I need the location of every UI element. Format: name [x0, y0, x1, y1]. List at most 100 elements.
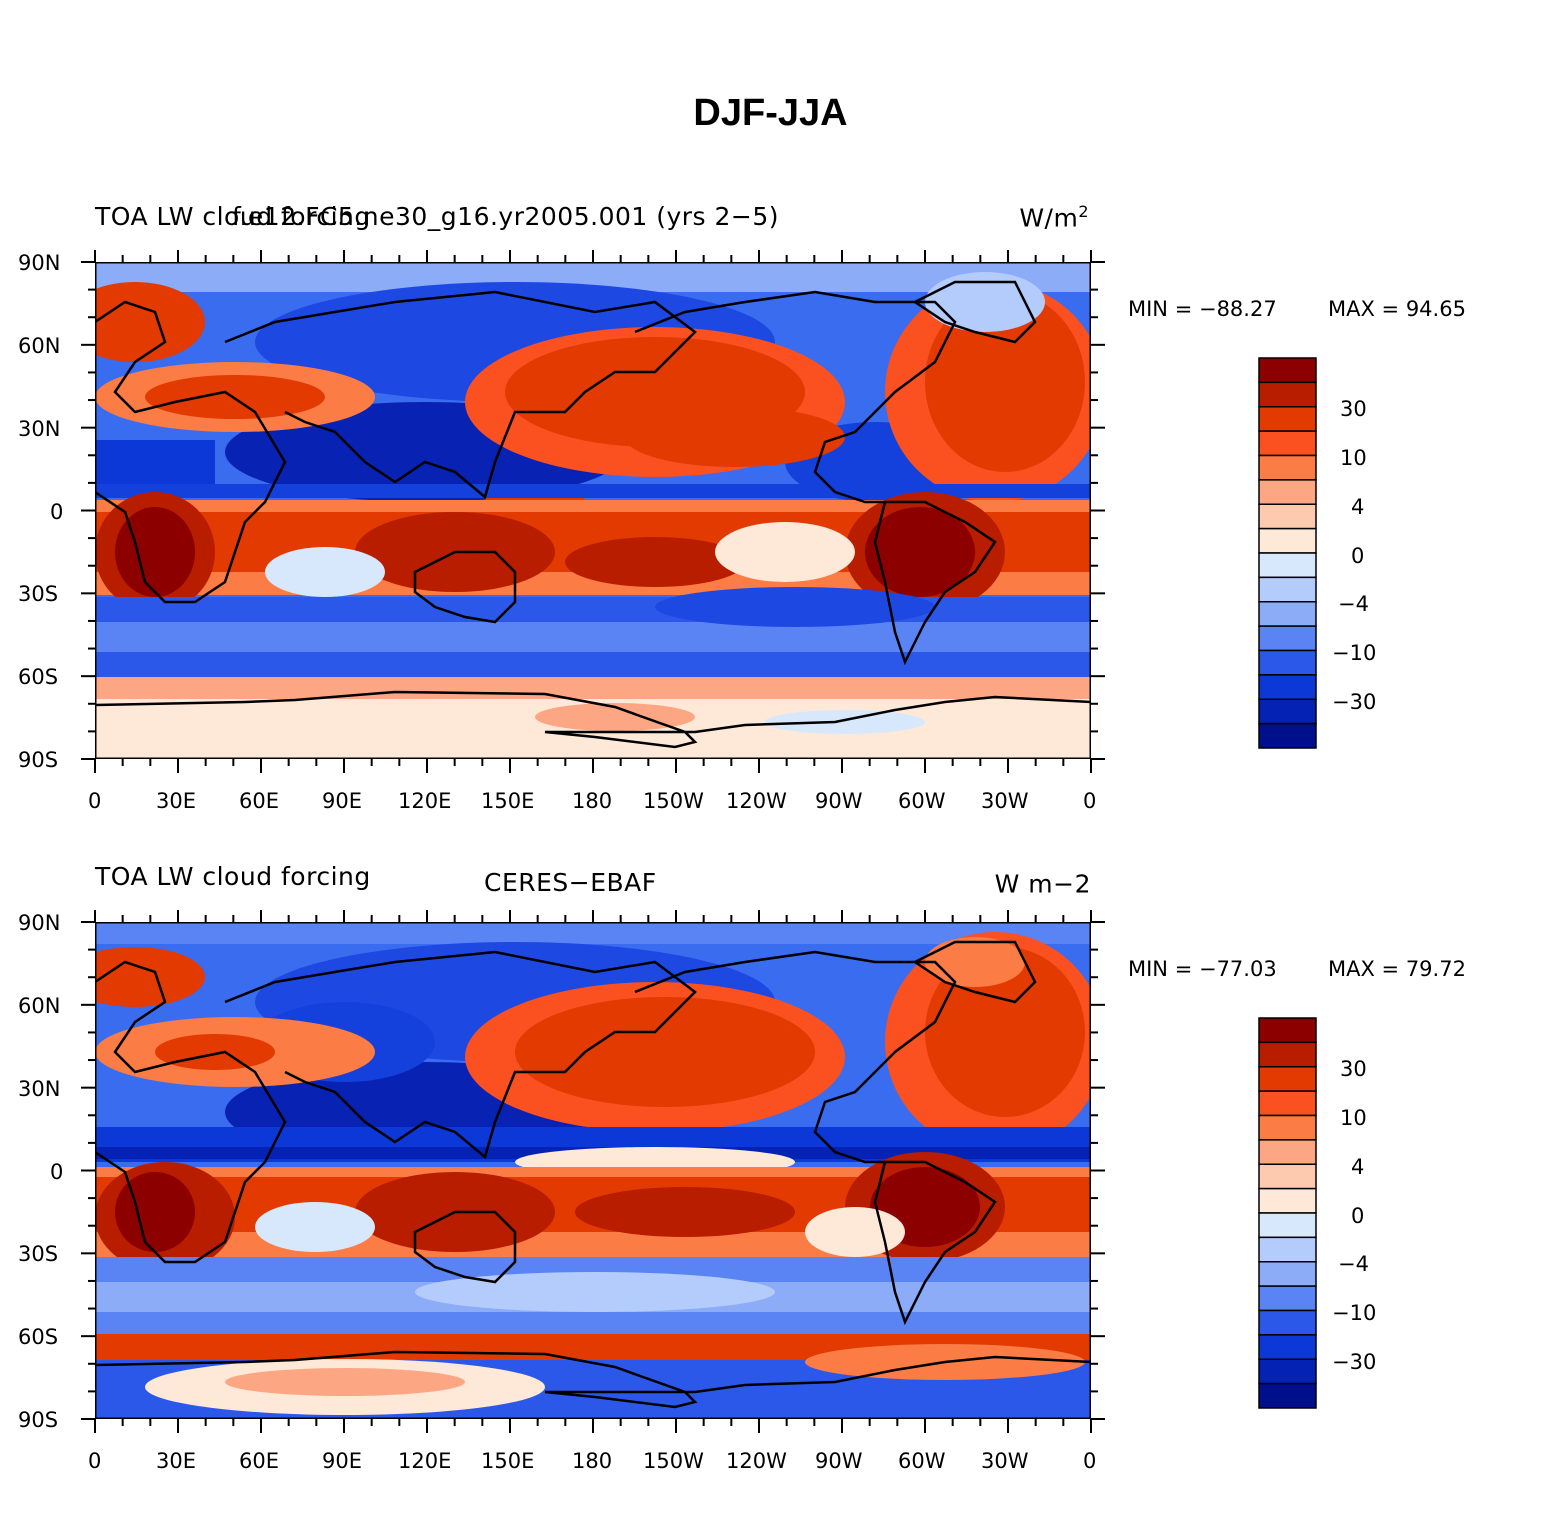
panel2-colorbar-swatch	[1258, 1261, 1317, 1287]
panel2-map	[95, 922, 1091, 1419]
panel1-lat-90s: 90S	[18, 748, 59, 772]
panel1-colorbar-swatch	[1258, 430, 1317, 457]
panel1-cb-label-neg10: −10	[1332, 641, 1376, 665]
panel1-colorbar-swatch	[1258, 698, 1317, 725]
panel1-lon-90e: 90E	[322, 789, 362, 813]
panel1-cb-label-10: 10	[1340, 446, 1367, 470]
panel2-colorbar-labels: 30 10 4 0 −4 −10 −30	[1332, 1057, 1376, 1374]
panel2-colorbar-swatch	[1258, 1163, 1317, 1190]
panel2-lat-30s: 30S	[18, 1242, 59, 1266]
panel2-cb-label-4: 4	[1351, 1155, 1364, 1179]
panel2-center-title: CERES−EBAF	[484, 868, 657, 897]
panel1-colorbar-swatch	[1258, 625, 1317, 652]
panel2-colorbar: 30 10 4 0 −4 −10 −30	[1258, 1017, 1376, 1409]
panel1-lat-60n: 60N	[18, 334, 61, 358]
panel2-left-title: TOA LW cloud forcing	[95, 862, 371, 891]
panel1-lon-30w: 30W	[981, 789, 1029, 813]
panel2-ticks	[81, 910, 1105, 1433]
panel1-map	[95, 262, 1091, 759]
panel1-coastlines	[95, 280, 1091, 749]
panel2-lon-0-end: 0	[1083, 1449, 1097, 1473]
panel2-max-label: MAX = 79.72	[1328, 957, 1466, 981]
panel1-cb-label-neg30: −30	[1332, 690, 1376, 714]
panel2-colorbar-swatch	[1258, 1139, 1317, 1165]
panel1-lat-0: 0	[50, 500, 64, 524]
panel1-lon-150w: 150W	[643, 789, 704, 813]
panel2-cb-label-0: 0	[1351, 1204, 1364, 1228]
panel1-cb-label-0: 0	[1351, 544, 1364, 568]
panel1-colorbar-swatch	[1258, 503, 1317, 530]
panel1-lon-120e: 120E	[398, 789, 452, 813]
panel2-lon-120e: 120E	[398, 1449, 452, 1473]
panel2-lon-30e: 30E	[156, 1449, 196, 1473]
panel2-colorbar-swatches	[1258, 1017, 1317, 1409]
panel1-colorbar-swatch	[1258, 601, 1317, 627]
panel2-min-label: MIN = −77.03	[1128, 957, 1277, 981]
panel2-lat-60n: 60N	[18, 994, 61, 1018]
panel1-lat-30s: 30S	[18, 582, 59, 606]
panel2-lon-60e: 60E	[239, 1449, 279, 1473]
panel1-colorbar-swatch	[1258, 576, 1317, 603]
panel2-field	[95, 922, 1091, 1419]
panel1-cb-label-30: 30	[1340, 397, 1367, 421]
panel1-colorbar-swatch	[1258, 674, 1317, 700]
panel1-colorbar-swatch	[1258, 722, 1317, 749]
panel1-ticks	[81, 250, 1105, 773]
panel1-min-label: MIN = −88.27	[1128, 297, 1277, 321]
panel2-colorbar-swatch	[1258, 1358, 1317, 1385]
panel1-colorbar-swatch	[1258, 454, 1317, 481]
panel2-lon-180: 180	[572, 1449, 613, 1473]
panel2-colorbar-swatch	[1258, 1090, 1317, 1117]
panel1-colorbar-swatches	[1258, 357, 1317, 749]
panel1-colorbar: 30 10 4 0 −4 −10 −30	[1258, 357, 1376, 749]
panel2-lat-90s: 90S	[18, 1408, 59, 1432]
panel1-colorbar-swatch	[1258, 357, 1317, 384]
panel2-colorbar-swatch	[1258, 1041, 1317, 1068]
panel1-units: W/m2	[1019, 202, 1089, 233]
panel2-colorbar-swatch	[1258, 1382, 1317, 1409]
panel1-colorbar-labels: 30 10 4 0 −4 −10 −30	[1332, 397, 1376, 714]
panel2-coastlines	[95, 940, 1091, 1409]
panel1-colorbar-swatch	[1258, 479, 1317, 505]
panel2-colorbar-swatch	[1258, 1309, 1317, 1336]
panel1-lon-60w: 60W	[898, 789, 946, 813]
panel2-lon-30w: 30W	[981, 1449, 1029, 1473]
panel2-lon-0: 0	[88, 1449, 102, 1473]
panel1-lon-0-end: 0	[1083, 789, 1097, 813]
panel2-lon-150w: 150W	[643, 1449, 704, 1473]
panel2-lon-120w: 120W	[726, 1449, 787, 1473]
panel2-colorbar-swatch	[1258, 1187, 1317, 1214]
panel1-lat-60s: 60S	[18, 665, 59, 689]
figure-title: DJF-JJA	[693, 92, 848, 134]
panel1-lon-60e: 60E	[239, 789, 279, 813]
panel2-lat-90n: 90N	[18, 911, 61, 935]
panel1-lon-90w: 90W	[815, 789, 863, 813]
panel2-colorbar-swatch	[1258, 1066, 1317, 1092]
panel2-cb-label-neg10: −10	[1332, 1301, 1376, 1325]
panel1-colorbar-swatch	[1258, 649, 1317, 676]
panel2-lon-150e: 150E	[481, 1449, 535, 1473]
panel1-lon-120w: 120W	[726, 789, 787, 813]
panel2-cb-label-neg30: −30	[1332, 1350, 1376, 1374]
panel2-lat-30n: 30N	[18, 1077, 61, 1101]
panel2-lat-0: 0	[50, 1160, 64, 1184]
panel1-colorbar-swatch	[1258, 381, 1317, 408]
panel1-max-label: MAX = 94.65	[1328, 297, 1466, 321]
panel1-center-title: f.e12.FC5.ne30_g16.yr2005.001 (yrs 2−5)	[232, 202, 780, 231]
panel2-colorbar-swatch	[1258, 1236, 1317, 1263]
panel1-lat-30n: 30N	[18, 417, 61, 441]
panel2-cb-label-neg4: −4	[1338, 1252, 1369, 1276]
panel1-lon-180: 180	[572, 789, 613, 813]
panel1-colorbar-swatch	[1258, 527, 1317, 554]
panel2-lon-60w: 60W	[898, 1449, 946, 1473]
panel1-colorbar-swatch	[1258, 552, 1317, 579]
panel2-lon-90w: 90W	[815, 1449, 863, 1473]
panel2-lon-90e: 90E	[322, 1449, 362, 1473]
panel2-colorbar-swatch	[1258, 1285, 1317, 1312]
panel2-cb-label-10: 10	[1340, 1106, 1367, 1130]
panel1-lon-0: 0	[88, 789, 102, 813]
panel2-colorbar-swatch	[1258, 1017, 1317, 1044]
panel2-colorbar-swatch	[1258, 1334, 1317, 1360]
panel2-colorbar-swatch	[1258, 1212, 1317, 1239]
panel1-cb-label-4: 4	[1351, 495, 1364, 519]
